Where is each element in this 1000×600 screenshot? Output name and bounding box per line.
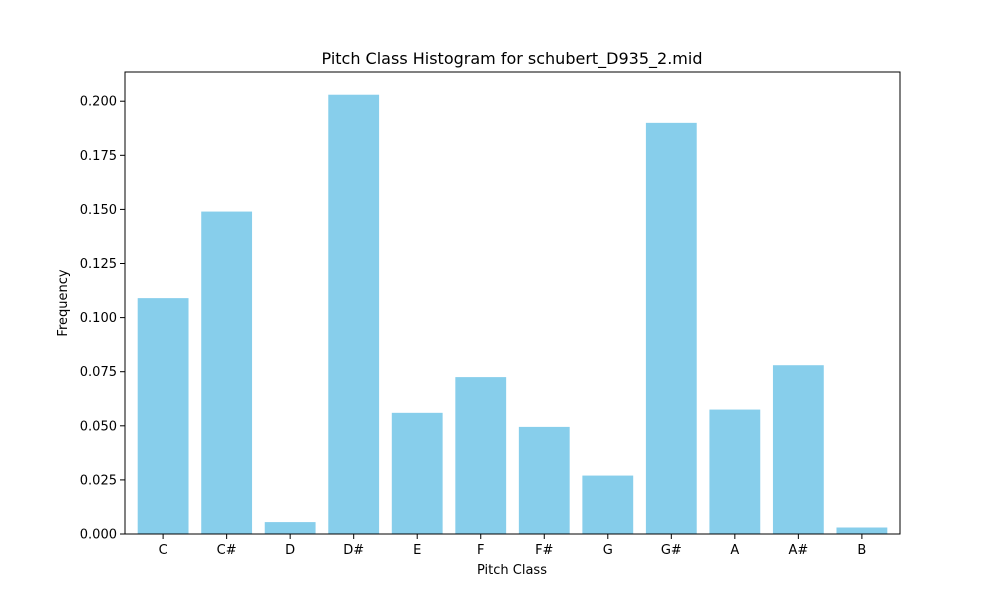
y-tick-label: 0.125 bbox=[80, 257, 117, 272]
bar-C bbox=[137, 298, 189, 534]
bar-E bbox=[391, 412, 443, 534]
bar-B bbox=[836, 527, 888, 534]
plot-frame bbox=[124, 71, 901, 535]
bar-C# bbox=[201, 211, 253, 534]
y-tick-label: 0.000 bbox=[80, 528, 117, 543]
y-axis-label: Frequency bbox=[56, 269, 71, 336]
x-tick-label: D# bbox=[343, 543, 364, 558]
x-tick-label: G# bbox=[661, 543, 682, 558]
bar-D# bbox=[328, 94, 380, 534]
x-tick-label: E bbox=[413, 543, 421, 558]
bar-A bbox=[709, 409, 761, 534]
x-tick-label: G bbox=[603, 543, 613, 558]
x-tick-label: F# bbox=[535, 543, 553, 558]
y-tick-label: 0.150 bbox=[80, 203, 117, 218]
x-tick-label: A# bbox=[788, 543, 808, 558]
y-tick-label: 0.025 bbox=[80, 473, 117, 488]
x-tick-label: A bbox=[730, 543, 739, 558]
bar-A# bbox=[772, 365, 824, 534]
bar-G bbox=[582, 475, 634, 534]
bar-F# bbox=[518, 426, 570, 534]
x-tick-label: B bbox=[857, 543, 866, 558]
x-tick-label: C bbox=[159, 543, 168, 558]
chart-title: Pitch Class Histogram for schubert_D935_… bbox=[322, 49, 703, 69]
bar-F bbox=[455, 377, 507, 534]
x-tick-label: C# bbox=[217, 543, 237, 558]
x-axis-label: Pitch Class bbox=[477, 563, 547, 578]
bar-G# bbox=[645, 122, 697, 534]
bar-D bbox=[264, 522, 316, 534]
y-tick-label: 0.050 bbox=[80, 419, 117, 434]
x-axis: C C# D D# E F F# G G# A A# B bbox=[159, 534, 866, 558]
y-tick-label: 0.100 bbox=[80, 311, 117, 326]
bars-group bbox=[137, 94, 888, 534]
y-tick-label: 0.200 bbox=[80, 95, 117, 110]
y-tick-label: 0.175 bbox=[80, 149, 117, 164]
y-tick-label: 0.075 bbox=[80, 365, 117, 380]
y-axis: 0.000 0.025 0.050 0.075 0.100 0.125 0.150 0.175… bbox=[80, 95, 125, 543]
x-tick-label: F bbox=[477, 543, 484, 558]
x-tick-label: D bbox=[285, 543, 295, 558]
